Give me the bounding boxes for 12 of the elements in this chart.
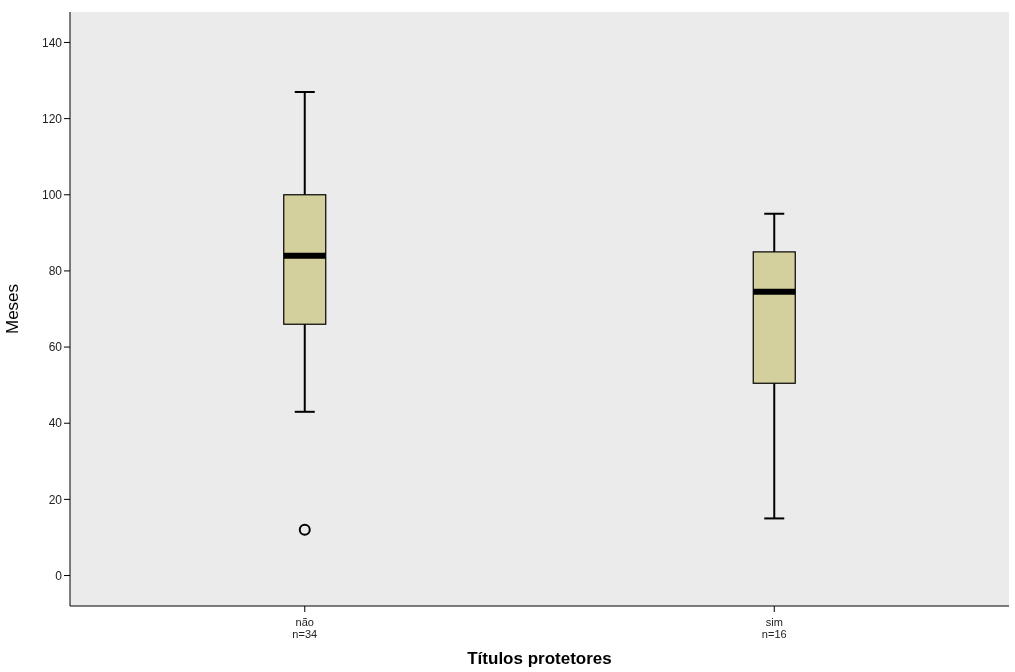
y-axis-title: Meses [3, 283, 23, 335]
y-tick-label: 20 [48, 492, 63, 507]
x-tick-label: não n=34 [292, 616, 318, 640]
y-tick-label: 60 [48, 340, 63, 355]
y-tick-label: 80 [48, 264, 63, 279]
y-tick-label: 0 [55, 568, 63, 583]
x-axis-title: Títulos protetores [467, 649, 612, 668]
y-tick-label: 100 [41, 188, 63, 203]
y-tick-label: 120 [41, 111, 63, 126]
y-tick-label: 40 [48, 416, 63, 431]
y-tick-label: 140 [41, 35, 63, 50]
x-tick-label: sim n=16 [761, 616, 787, 640]
